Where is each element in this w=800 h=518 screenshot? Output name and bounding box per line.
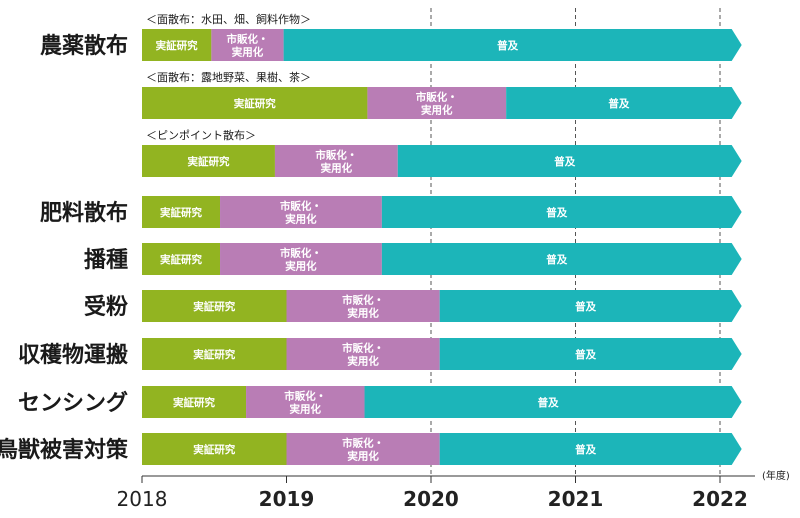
segment-label: 実用化 (285, 260, 317, 273)
bar-segment-市販化・実用化 (286, 338, 440, 370)
bar-segment-市販化・実用化 (286, 290, 440, 322)
category-label: 鳥獣被害対策 (0, 437, 129, 463)
bar-segment-実証研究 (142, 145, 275, 177)
bar-segment-実証研究 (142, 386, 247, 418)
segment-label: 市販化・ (226, 33, 268, 46)
segment-label: 市販化・ (342, 342, 384, 355)
bar-segment-普及 (283, 29, 742, 61)
bar-segment-実証研究 (142, 87, 368, 119)
segment-label: 市販化・ (416, 91, 458, 104)
bar-segment-普及 (381, 243, 742, 275)
bar-row: 実証研究 市販化・実用化 普及 (142, 196, 742, 228)
segment-label: 市販化・ (280, 247, 322, 260)
x-unit-label: (年度) (762, 469, 790, 482)
bar-row: 実証研究 市販化・実用化 普及 (142, 145, 742, 177)
segment-label: 普及 (546, 253, 567, 266)
category-label: 受粉 (84, 294, 128, 320)
segment-label: 普及 (575, 348, 596, 361)
segment-label: 実証研究 (187, 155, 229, 168)
bar-row: 実証研究 市販化・実用化 普及 (142, 433, 742, 465)
segment-label: 実用化 (421, 104, 453, 117)
sub-category-label: ＜ピンポイント散布＞ (146, 128, 256, 142)
bar-row: 実証研究 市販化・実用化 普及 (142, 338, 742, 370)
bar-segment-普及 (439, 290, 742, 322)
segment-label: 普及 (497, 39, 518, 52)
bar-segment-普及 (439, 338, 742, 370)
bar-segment-普及 (381, 196, 742, 228)
bar-row: 実証研究 市販化・実用化 普及 (142, 243, 742, 275)
bar-row: 実証研究 市販化・実用化 普及 (142, 87, 742, 119)
segment-label: 実証研究 (193, 443, 235, 456)
bars: 実証研究市販化・実用化普及実証研究市販化・実用化普及実証研究市販化・実用化普及実… (142, 29, 742, 465)
segment-label: 実用化 (290, 403, 322, 416)
bar-segment-市販化・実用化 (220, 196, 382, 228)
segment-label: 実証研究 (156, 39, 198, 52)
segment-label: 普及 (575, 300, 596, 313)
category-labels: ＜面散布：水田、畑、飼料作物＞ 農薬散布 ＜面散布：露地野菜、果樹、茶＞ ＜ピンポイン… (0, 12, 311, 463)
bar-segment-実証研究 (142, 338, 287, 370)
segment-label: 実用化 (347, 450, 379, 463)
sub-category-label: ＜面散布：露地野菜、果樹、茶＞ (146, 70, 311, 84)
segment-label: 実用化 (347, 355, 379, 368)
category-label: 播種 (84, 248, 128, 273)
x-tick-label: 2021 (548, 487, 604, 511)
x-tick-label: 2018 (117, 487, 168, 511)
bar-segment-普及 (439, 433, 742, 465)
bar-segment-市販化・実用化 (246, 386, 365, 418)
bar-row: 実証研究 市販化・実用化 普及 (142, 386, 742, 418)
segment-label: 普及 (546, 206, 567, 219)
category-label: センシング (18, 390, 128, 416)
segment-label: 実証研究 (193, 300, 235, 313)
category-label: 肥料散布 (40, 200, 128, 226)
x-tick-label: 2020 (403, 487, 459, 511)
segment-label: 普及 (554, 155, 575, 168)
bar-segment-市販化・実用化 (211, 29, 284, 61)
gridlines (430, 8, 721, 476)
segment-label: 実用化 (347, 307, 379, 320)
segment-label: 市販化・ (284, 390, 326, 403)
segment-label: 普及 (575, 443, 596, 456)
bar-segment-実証研究 (142, 29, 212, 61)
segment-label: 普及 (538, 396, 559, 409)
segment-label: 実用化 (232, 46, 264, 59)
bar-segment-普及 (506, 87, 742, 119)
category-label: 収穫物運搬 (18, 342, 128, 368)
segment-label: 市販化・ (342, 294, 384, 307)
bar-segment-実証研究 (142, 433, 287, 465)
segment-label: 実証研究 (234, 97, 276, 110)
sub-category-label: ＜面散布：水田、畑、飼料作物＞ (146, 12, 311, 26)
x-tick-label: 2022 (692, 487, 748, 511)
bar-segment-普及 (364, 386, 742, 418)
x-axis: 2018 2019 2020 2021 2022 (年度) (117, 469, 790, 511)
bar-segment-市販化・実用化 (367, 87, 507, 119)
bar-row: 実証研究 市販化・実用化 普及 (142, 29, 742, 61)
x-tick-label: 2019 (259, 487, 315, 511)
segment-label: 実用化 (321, 162, 353, 175)
bar-segment-市販化・実用化 (274, 145, 398, 177)
bar-segment-実証研究 (142, 243, 221, 275)
bar-segment-実証研究 (142, 196, 221, 228)
segment-label: 実証研究 (173, 396, 215, 409)
segment-label: 実証研究 (160, 253, 202, 266)
segment-label: 普及 (608, 97, 629, 110)
segment-label: 市販化・ (315, 149, 357, 162)
segment-label: 市販化・ (280, 200, 322, 213)
bar-segment-実証研究 (142, 290, 287, 322)
segment-label: 市販化・ (342, 437, 384, 450)
bar-segment-普及 (397, 145, 742, 177)
segment-label: 実用化 (285, 213, 317, 226)
segment-label: 実証研究 (193, 348, 235, 361)
bar-segment-市販化・実用化 (286, 433, 440, 465)
bar-segment-市販化・実用化 (220, 243, 382, 275)
bar-row: 実証研究 市販化・実用化 普及 (142, 290, 742, 322)
segment-label: 実証研究 (160, 206, 202, 219)
category-label: 農薬散布 (40, 33, 128, 59)
